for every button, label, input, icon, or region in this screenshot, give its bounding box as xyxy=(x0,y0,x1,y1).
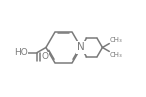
Text: O: O xyxy=(41,52,48,61)
Text: CH₃: CH₃ xyxy=(110,52,123,58)
Text: HO: HO xyxy=(14,48,27,57)
Text: CH₃: CH₃ xyxy=(110,37,123,43)
Text: N: N xyxy=(77,42,85,52)
